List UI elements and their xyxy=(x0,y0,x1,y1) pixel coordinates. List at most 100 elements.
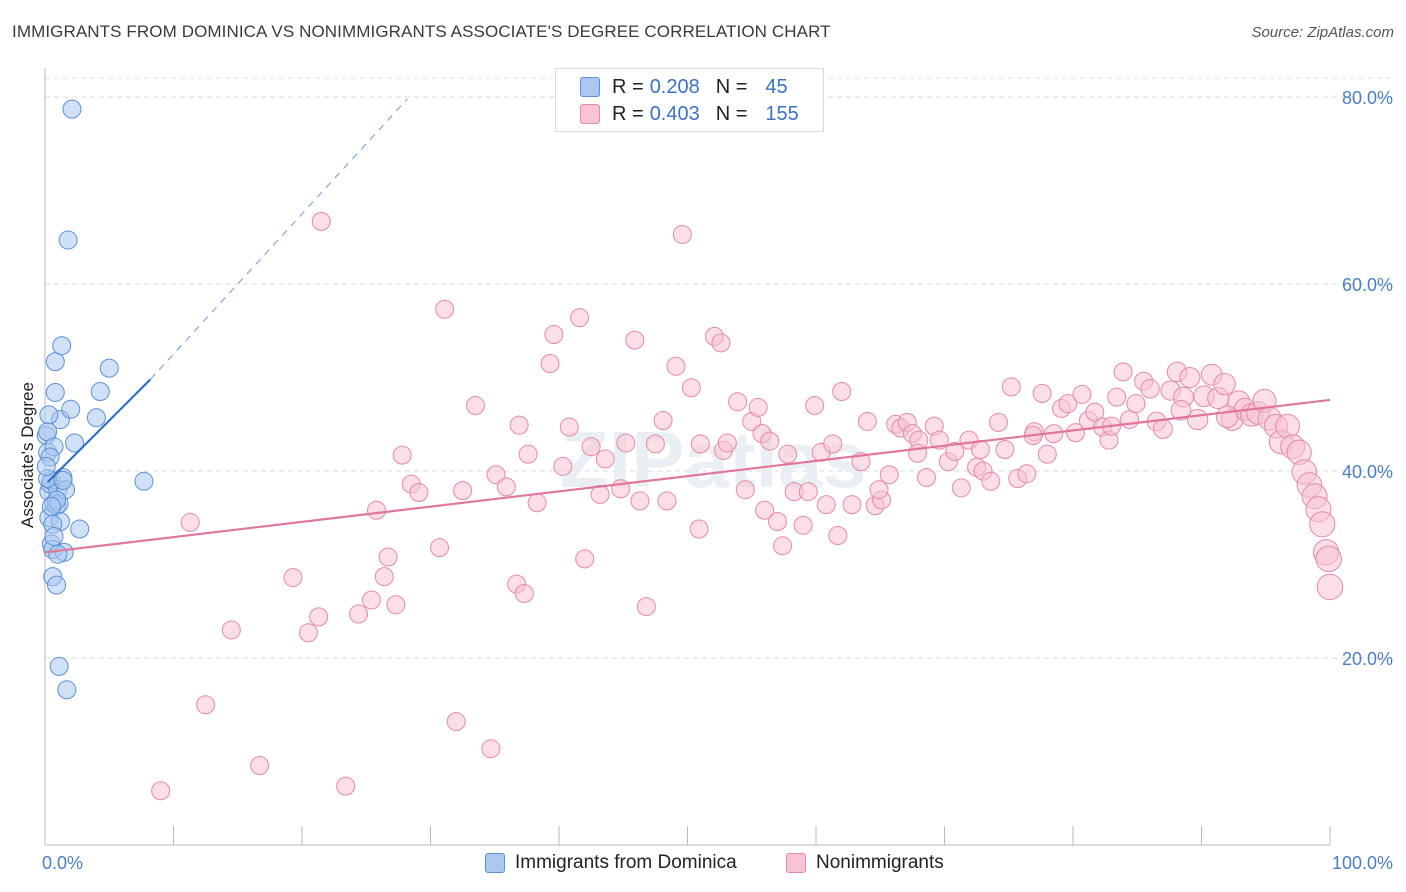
legend-swatch-dominica xyxy=(580,77,600,97)
legend-label-nonimmigrants: Nonimmigrants xyxy=(816,852,944,873)
point-nonimmigrant-5 xyxy=(309,607,329,627)
legend-row-nonimmigrants: R = 0.403 N = 155 xyxy=(580,102,799,126)
point-nonimmigrant-48 xyxy=(672,224,692,244)
point-dominica-34 xyxy=(134,471,154,491)
legend-swatch-nonimmigrants xyxy=(580,104,600,124)
point-nonimmigrant-57 xyxy=(735,480,755,500)
legend-n-value: 155 xyxy=(765,102,799,125)
point-nonimmigrant-42 xyxy=(630,491,650,511)
point-nonimmigrant-106 xyxy=(1072,384,1092,404)
point-nonimmigrant-111 xyxy=(1107,387,1127,407)
point-nonimmigrant-158 xyxy=(1215,405,1239,429)
y-tick-label-60: 60.0% xyxy=(1342,275,1393,295)
point-nonimmigrant-22 xyxy=(481,739,501,759)
point-dominica-33 xyxy=(99,358,119,378)
legend-label-dominica: Immigrants from Dominica xyxy=(515,852,737,873)
point-nonimmigrant-113 xyxy=(1120,410,1140,430)
point-nonimmigrant-59 xyxy=(748,397,768,417)
point-dominica-29 xyxy=(65,433,85,453)
legend-item-nonimmigrants: Nonimmigrants xyxy=(786,852,944,874)
point-nonimmigrant-36 xyxy=(581,437,601,457)
point-nonimmigrant-150 xyxy=(755,500,775,520)
point-nonimmigrant-64 xyxy=(778,444,798,464)
point-nonimmigrant-8 xyxy=(349,604,369,624)
point-nonimmigrant-147 xyxy=(1316,573,1344,601)
point-dominica-25 xyxy=(57,680,77,700)
point-nonimmigrant-153 xyxy=(908,443,928,463)
point-nonimmigrant-78 xyxy=(879,465,899,485)
point-nonimmigrant-100 xyxy=(1032,383,1052,403)
point-nonimmigrant-43 xyxy=(636,597,656,617)
point-nonimmigrant-62 xyxy=(767,511,787,531)
point-dominica-28 xyxy=(62,99,82,119)
point-nonimmigrant-26 xyxy=(509,415,529,435)
point-dominica-21 xyxy=(52,336,72,356)
point-dominica-31 xyxy=(86,408,106,428)
point-nonimmigrant-84 xyxy=(917,468,937,488)
point-nonimmigrant-101 xyxy=(1037,444,1057,464)
chart-title: IMMIGRANTS FROM DOMINICA VS NONIMMIGRANT… xyxy=(12,22,831,41)
y-tick-label-80: 80.0% xyxy=(1342,88,1393,108)
point-dominica-26 xyxy=(58,230,78,250)
point-nonimmigrant-108 xyxy=(1085,402,1105,422)
point-nonimmigrant-144 xyxy=(1309,511,1336,538)
x-tick-label-max: 100.0% xyxy=(1332,853,1393,873)
point-nonimmigrant-118 xyxy=(1152,418,1173,439)
point-nonimmigrant-55 xyxy=(717,433,737,453)
point-dominica-44 xyxy=(44,526,64,546)
y-axis-label: Associate's Degree xyxy=(18,382,37,528)
point-nonimmigrant-152 xyxy=(869,480,889,500)
point-nonimmigrant-12 xyxy=(378,547,398,567)
point-nonimmigrant-45 xyxy=(653,411,673,431)
point-nonimmigrant-66 xyxy=(793,515,813,535)
point-nonimmigrant-33 xyxy=(559,417,579,437)
point-nonimmigrant-2 xyxy=(196,695,216,715)
point-nonimmigrant-93 xyxy=(981,471,1001,491)
point-nonimmigrant-75 xyxy=(857,411,877,431)
point-nonimmigrant-0 xyxy=(151,781,171,801)
point-nonimmigrant-127 xyxy=(1213,372,1236,396)
legend-r-label: R = xyxy=(612,75,644,98)
point-nonimmigrant-56 xyxy=(728,392,748,412)
point-nonimmigrant-70 xyxy=(823,434,843,454)
point-nonimmigrant-10 xyxy=(367,500,387,520)
point-nonimmigrant-72 xyxy=(832,382,852,402)
source-label: Source: ZipAtlas.com xyxy=(1251,24,1394,41)
point-nonimmigrant-6 xyxy=(311,211,331,231)
point-nonimmigrant-89 xyxy=(951,478,971,498)
point-nonimmigrant-29 xyxy=(527,493,547,513)
series-legend: Immigrants from Dominica Nonimmigrants xyxy=(0,852,1406,878)
x-tick-label-min: 0.0% xyxy=(42,853,83,873)
point-nonimmigrant-88 xyxy=(945,441,965,461)
point-nonimmigrant-114 xyxy=(1126,394,1146,414)
point-nonimmigrant-17 xyxy=(429,538,449,558)
legend-item-dominica: Immigrants from Dominica xyxy=(485,852,737,874)
point-nonimmigrant-20 xyxy=(453,481,473,501)
point-nonimmigrant-32 xyxy=(553,456,573,476)
point-nonimmigrant-23 xyxy=(486,465,506,485)
point-nonimmigrant-122 xyxy=(1179,366,1201,389)
legend-r-label: R = xyxy=(612,102,644,125)
point-nonimmigrant-105 xyxy=(1066,423,1086,443)
legend-swatch-nonimmigrants xyxy=(786,853,806,873)
legend-swatch-dominica xyxy=(485,853,505,873)
y-tick-label-40: 40.0% xyxy=(1342,462,1393,482)
trend-nonimmigrants xyxy=(44,398,1331,554)
point-nonimmigrant-149 xyxy=(298,623,318,643)
point-nonimmigrant-151 xyxy=(816,495,836,515)
point-nonimmigrant-21 xyxy=(465,396,485,416)
legend-r-value: 0.208 xyxy=(649,75,700,98)
series-immigrants-from-dominica xyxy=(36,99,154,700)
point-nonimmigrant-16 xyxy=(409,483,429,503)
point-nonimmigrant-96 xyxy=(1001,377,1021,397)
point-nonimmigrant-46 xyxy=(657,491,677,511)
point-nonimmigrant-68 xyxy=(805,396,825,416)
point-nonimmigrant-51 xyxy=(690,434,710,454)
point-nonimmigrant-94 xyxy=(988,412,1008,432)
stats-legend: R = 0.208 N = 45 R = 0.403 N = 155 xyxy=(555,68,824,132)
point-nonimmigrant-28 xyxy=(518,444,538,464)
point-dominica-27 xyxy=(61,399,81,419)
point-dominica-30 xyxy=(70,519,90,539)
point-nonimmigrant-9 xyxy=(361,590,381,610)
